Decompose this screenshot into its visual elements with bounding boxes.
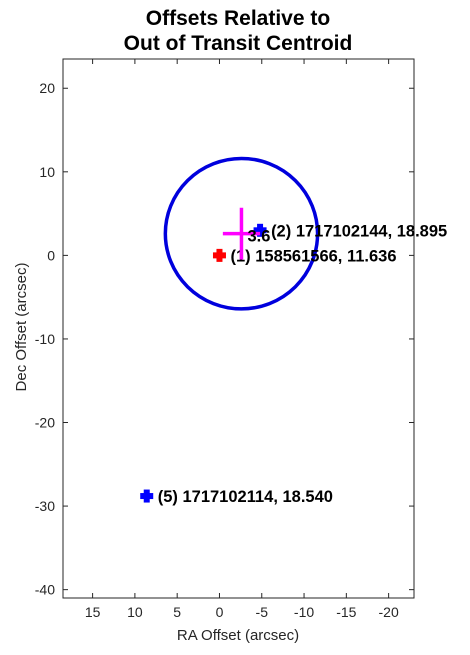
plot-frame bbox=[62, 58, 415, 599]
x-tick-label: -20 bbox=[379, 604, 399, 620]
star-marker-part bbox=[216, 248, 223, 262]
x-tick-label: 10 bbox=[127, 604, 143, 620]
star-marker bbox=[140, 489, 154, 503]
uncertainty-circle bbox=[163, 156, 320, 311]
x-axis-label: RA Offset (arcsec) bbox=[177, 627, 299, 644]
plot-area: 15 10 5 0 -5 -10 -15 -20 20 10 0 -10 -20 -30 -40 (1) 15… bbox=[35, 58, 447, 620]
star-marker-part bbox=[257, 223, 264, 237]
star-marker-part bbox=[143, 489, 150, 503]
star-label: (1) 158561566, 11.636 bbox=[230, 247, 396, 265]
y-tick-label: 0 bbox=[47, 247, 55, 263]
centroid-label: 3.6 bbox=[247, 228, 270, 246]
y-tick-label: 10 bbox=[39, 164, 55, 180]
chart-title-line-2: Out of Transit Centroid bbox=[124, 32, 353, 55]
star-label: (5) 1717102114, 18.540 bbox=[158, 488, 333, 506]
y-tick-label: -20 bbox=[35, 415, 55, 431]
x-tick-label: 0 bbox=[216, 604, 224, 620]
x-tick-label: 5 bbox=[173, 604, 181, 620]
star-marker bbox=[253, 223, 267, 237]
chart-title-line-1: Offsets Relative to bbox=[146, 7, 330, 30]
y-tick-label: -40 bbox=[35, 582, 55, 598]
x-tick-label: -5 bbox=[256, 604, 269, 620]
x-tick-label: -15 bbox=[336, 604, 356, 620]
x-tick-label: 15 bbox=[85, 604, 101, 620]
y-tick-label: 20 bbox=[39, 80, 55, 96]
star-marker bbox=[212, 248, 226, 262]
y-tick-label: -10 bbox=[35, 331, 55, 347]
x-tick-label: -10 bbox=[294, 604, 314, 620]
y-axis-label: Dec Offset (arcsec) bbox=[13, 263, 30, 392]
y-tick-label: -30 bbox=[35, 498, 55, 514]
star-label: (2) 1717102144, 18.895 bbox=[271, 222, 447, 240]
